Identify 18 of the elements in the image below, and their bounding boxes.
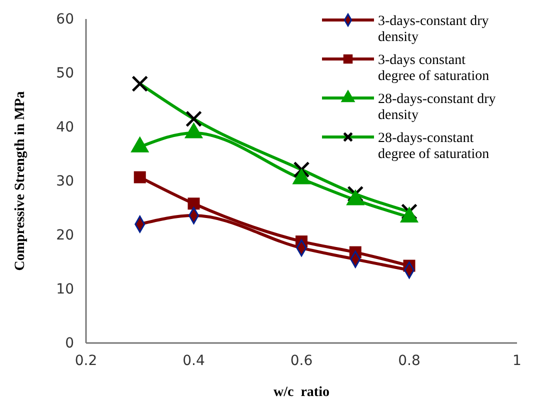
y-tick-label: 40 [56,119,74,136]
legend-label: 3-days constant degree of saturation [378,53,490,84]
y-tick-label: 10 [56,281,74,298]
legend-label: 28-days-constant degree of saturation [378,131,490,162]
y-tick-label: 30 [56,173,74,190]
x-axis-title: w/c ratio [274,385,330,400]
y-axis-title: Compressive Strength in MPa [13,91,28,271]
x-tick-label: 0.8 [398,352,420,369]
x-tick-label: 0.4 [182,352,205,369]
y-tick-label: 20 [56,227,74,244]
x-tick-label: 0.2 [74,352,98,369]
legend-label: 28-days-constant dry density [378,92,496,123]
y-tick-label: 60 [56,11,74,28]
legend-label: 3-days-constant dry density [378,14,489,45]
x-tick-label: 1 [512,352,522,369]
y-tick-label: 0 [65,335,74,352]
x-tick-label: 0.6 [290,352,313,369]
y-tick-label: 50 [56,65,74,82]
